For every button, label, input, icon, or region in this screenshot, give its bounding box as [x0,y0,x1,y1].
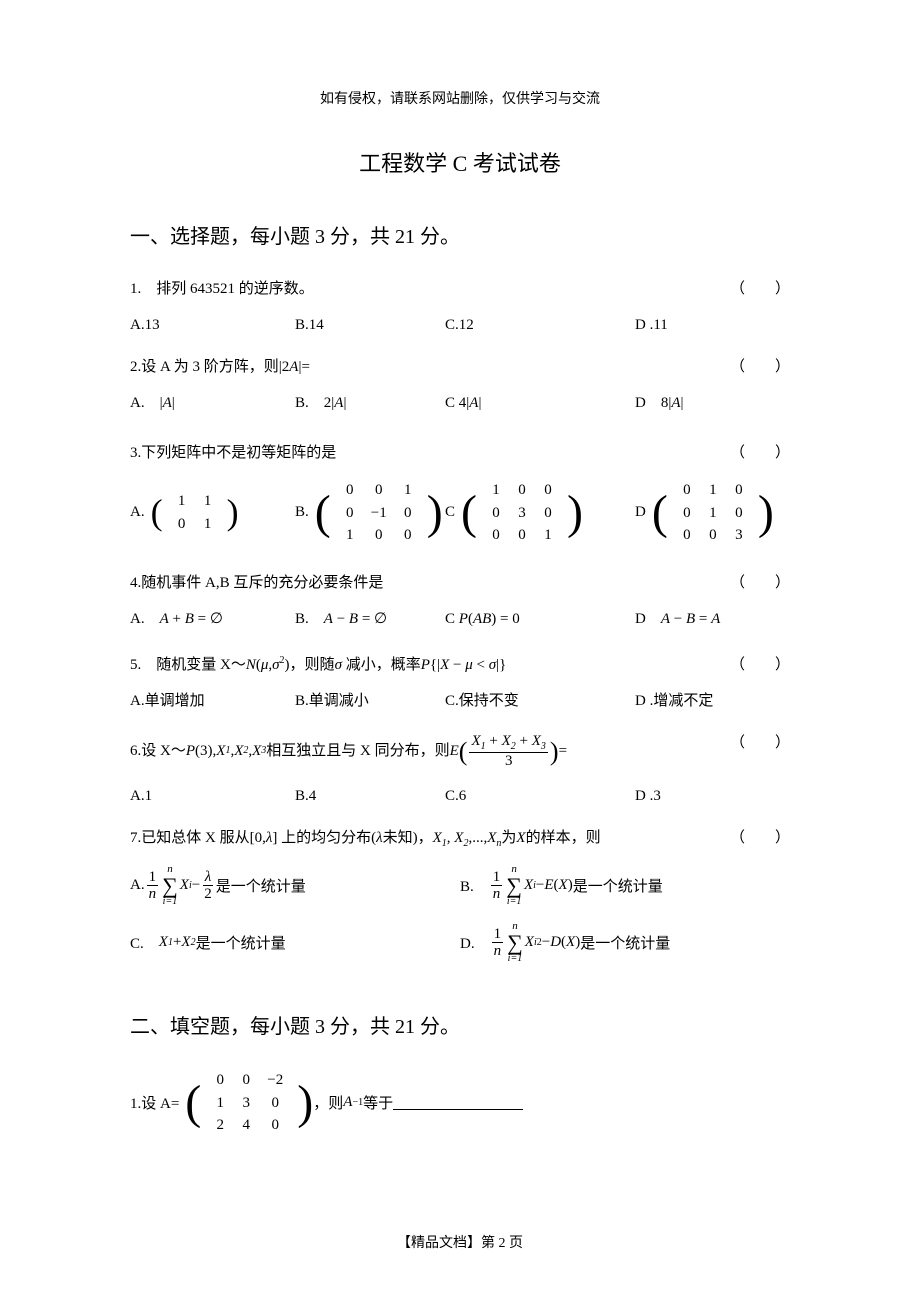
q1-opt-c: C.12 [445,313,635,337]
q4-text: 4.随机事件 A,B 互斥的充分必要条件是 [130,575,383,591]
q4-opt-c: C P(AB) = 0 [445,607,635,631]
q1-text: 1. 排列 643521 的逆序数。 [130,281,314,297]
q1-options: A.13 B.14 C.12 D .11 [130,313,790,337]
q6-stem: 6.设 X～P(3), X1, X2, X3 相互独立且与 X 同分布，则E(X… [130,731,790,773]
q1-opt-a: A.13 [130,313,295,337]
answer-paren: （ ） [730,571,790,595]
q2-opt-c: C 4|A| [445,391,635,415]
q6-opt-c: C.6 [445,784,635,808]
q5-opt-b: B.单调减小 [295,689,445,713]
q2-text-pre: 2.设 A 为 3 阶方阵，则 [130,359,279,375]
section2-heading: 二、填空题，每小题 3 分，共 21 分。 [130,1010,790,1039]
q5-opt-c: C.保持不变 [445,689,635,713]
q1-stem: 1. 排列 643521 的逆序数。 （ ） [130,277,790,301]
answer-paren: （ ） [730,653,790,677]
answer-paren: （ ） [730,441,790,465]
q7-mid1: 上的均匀分布 [281,830,371,846]
q3-opt-b: B. (0010−10100) [295,477,445,549]
q2-opt-d: D 8|A| [635,391,684,415]
q7-stem: 7.已知总体 X 服从[0,λ] 上的均匀分布(λ未知)，X1, X2,...,… [130,826,790,852]
q4-opt-a: A. A + B = ∅ [130,607,295,631]
q5-opt-d: D .增减不定 [635,689,713,713]
fill-q1: 1.设 A= (00−2130240) ，则 A−1 等于 [130,1067,790,1139]
q3-opt-c: C (100030001) [445,477,635,549]
q7-options: A. 1nn∑i=1Xi − λ2 是一个统计量 B. 1nn∑i=1Xi − … [130,864,790,978]
q7-opt-d: D. 1nn∑i=1Xi2 − D(X) 是一个统计量 [460,921,790,964]
q7-opt-b: B. 1nn∑i=1Xi − E(X) 是一个统计量 [460,864,790,907]
answer-paren: （ ） [730,731,790,755]
q6-options: A.1 B.4 C.6 D .3 [130,784,790,808]
q3-opt-d: D (010010003) [635,477,774,549]
q4-opt-b: B. A − B = ∅ [295,607,445,631]
q5-stem: 5. 随机变量 X～N(μ,σ2)，则随σ 减小，概率P{|X − μ < σ|… [130,653,790,677]
q5-opt-a: A.单调增加 [130,689,295,713]
q7-text-pre: 7.已知总体 X 服从 [130,830,250,846]
q7-opt-c: C. X1+X2 是一个统计量 [130,921,460,964]
fill-q1-pre: 1.设 A= [130,1092,179,1113]
q3-stem: 3.下列矩阵中不是初等矩阵的是 （ ） [130,441,790,465]
q7-post: ，则 [571,830,601,846]
q2-opt-a: A. |A| [130,391,295,415]
exam-title: 工程数学 C 考试试卷 [130,146,790,178]
q1-opt-b: B.14 [295,313,445,337]
q2-text-post: = [301,359,309,375]
answer-paren: （ ） [730,826,790,850]
q4-options: A. A + B = ∅ B. A − B = ∅ C P(AB) = 0 D … [130,607,790,631]
q2-opt-b: B. 2|A| [295,391,445,415]
q5-text-mid: ，则随 [290,657,335,673]
fill-q1-post: 等于 [363,1092,393,1113]
q6-opt-b: B.4 [295,784,445,808]
page-footer: 【精品文档】第 2 页 [0,1232,920,1252]
q3-opt-a: A. (1101) [130,488,295,537]
fill-q1-mid: ，则 [313,1092,343,1113]
q3-options: A. (1101) B. (0010−10100) C (100030001) … [130,477,790,549]
q6-text-mid: 相互独立且与 X 同分布，则 [266,739,449,763]
answer-paren: （ ） [730,355,790,379]
q5-options: A.单调增加 B.单调减小 C.保持不变 D .增减不定 [130,689,790,713]
q1-opt-d: D .11 [635,313,668,337]
q2-options: A. |A| B. 2|A| C 4|A| D 8|A| [130,391,790,415]
q6-opt-d: D .3 [635,784,661,808]
q4-stem: 4.随机事件 A,B 互斥的充分必要条件是 （ ） [130,571,790,595]
q6-opt-a: A.1 [130,784,295,808]
section1-heading: 一、选择题，每小题 3 分，共 21 分。 [130,220,790,249]
q3-text: 3.下列矩阵中不是初等矩阵的是 [130,445,336,461]
answer-blank [393,1096,523,1110]
header-note: 如有侵权，请联系网站删除，仅供学习与交流 [130,88,790,108]
q5-text-post: 减小，概率 [346,657,421,673]
q4-opt-d: D A − B = A [635,607,720,631]
q7-opt-a: A. 1nn∑i=1Xi − λ2 是一个统计量 [130,864,460,907]
q2-stem: 2.设 A 为 3 阶方阵，则|2A|= （ ） [130,355,790,379]
q5-text-pre: 5. 随机变量 X～ [130,657,246,673]
q6-text-pre: 6.设 X～ [130,739,186,763]
answer-paren: （ ） [730,277,790,301]
